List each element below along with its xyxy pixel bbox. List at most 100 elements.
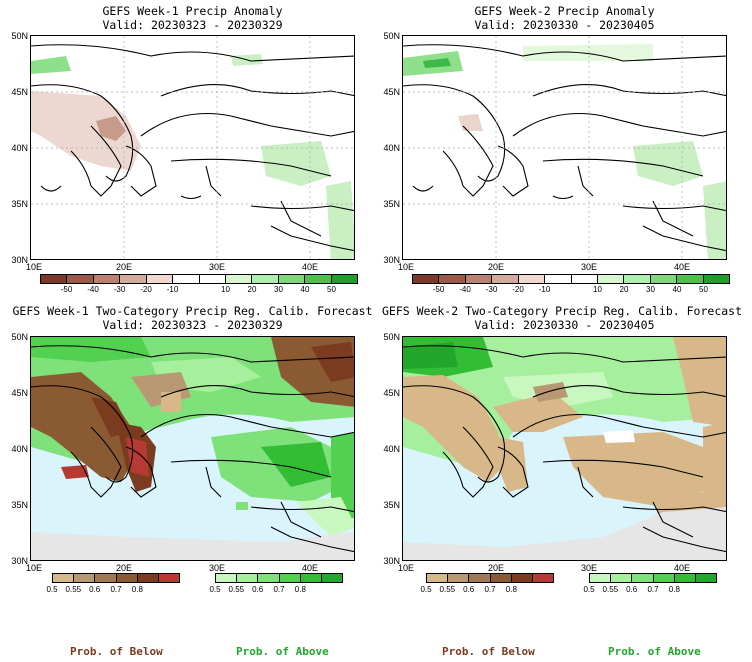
- prob-below-colorbar: [52, 573, 180, 583]
- prob-above-colorbar-swatch: [590, 574, 612, 582]
- colorbar-tick-label: 10: [221, 285, 230, 294]
- panel-valid-week2-twocat: Valid: 20230330 - 20230405: [474, 318, 655, 332]
- lon-label: 40E: [302, 262, 319, 272]
- lon-label: 10E: [26, 563, 43, 573]
- panel-title-week2-twocat: GEFS Week-2 Two-Category Precip Reg. Cal…: [381, 304, 743, 318]
- prob-above-label: Prob. of Above: [236, 645, 329, 658]
- wet-anomaly-area: [31, 54, 354, 259]
- prob-below-label: Prob. of Below: [442, 645, 535, 658]
- prob-above-colorbar-swatch: [216, 574, 238, 582]
- prob-above-colorbar-swatch: [695, 574, 717, 582]
- prob-above-colorbar-swatch: [237, 574, 259, 582]
- colorbar-tick-label: 0.8: [131, 585, 143, 594]
- colorbar-tick-label: 0.6: [89, 585, 101, 594]
- colorbar-tick-label: 0.55: [65, 585, 82, 594]
- prob-above-colorbar-swatch: [279, 574, 301, 582]
- coastlines: [403, 44, 726, 252]
- prob-above-colorbar-swatch: [653, 574, 675, 582]
- map-week1-anomaly: [30, 35, 355, 260]
- lat-label: 35N: [383, 500, 400, 510]
- lat-label: 30N: [11, 556, 28, 566]
- anomaly-colorbar-swatch: [173, 275, 200, 283]
- prob-above-colorbar-swatch: [258, 574, 280, 582]
- panel-valid-week1-twocat: Valid: 20230323 - 20230329: [102, 318, 283, 332]
- lat-label: 35N: [11, 199, 28, 209]
- anomaly-colorbar-swatch: [120, 275, 147, 283]
- coastlines: [31, 44, 354, 252]
- lat-label: 40N: [11, 444, 28, 454]
- panel-valid-week2-anomaly: Valid: 20230330 - 20230405: [474, 18, 655, 32]
- colorbar-tick-label: 0.55: [228, 585, 245, 594]
- panel-title-week1-anomaly: GEFS Week-1 Precip Anomaly: [102, 4, 283, 18]
- lat-label: 35N: [11, 500, 28, 510]
- colorbar-tick-label: 0.6: [252, 585, 264, 594]
- lon-label: 20E: [116, 262, 133, 272]
- lon-label: 10E: [398, 262, 415, 272]
- colorbar-tick-label: 30: [646, 285, 655, 294]
- colorbar-tick-label: 0.7: [110, 585, 122, 594]
- colorbar-tick-label: 20: [619, 285, 629, 294]
- anomaly-colorbar: [412, 274, 730, 284]
- prob-below-colorbar-swatch: [448, 574, 470, 582]
- lat-label: 40N: [383, 143, 400, 153]
- lon-label: 10E: [398, 563, 415, 573]
- prob-above-colorbar-swatch: [674, 574, 696, 582]
- colorbar-tick-label: -20: [140, 285, 152, 294]
- colorbar-tick-label: 0.7: [647, 585, 659, 594]
- lon-label: 10E: [26, 262, 43, 272]
- colorbar-tick-label: -20: [512, 285, 524, 294]
- anomaly-colorbar-swatch: [41, 275, 68, 283]
- prob-below-colorbar-swatch: [469, 574, 491, 582]
- colorbar-tick-label: -10: [166, 285, 179, 294]
- colorbar-tick-label: 0.5: [209, 585, 221, 594]
- lon-label: 40E: [674, 262, 691, 272]
- anomaly-colorbar-swatch: [650, 275, 678, 283]
- prob-below-colorbar-swatch: [116, 574, 138, 582]
- prob-above-colorbar-swatch: [300, 574, 322, 582]
- anomaly-colorbar-swatch: [624, 275, 651, 283]
- prob-above-colorbar-swatch: [321, 574, 343, 582]
- prob-above-colorbar: [215, 573, 343, 583]
- colorbar-tick-label: 0.7: [484, 585, 496, 594]
- gridlines: [403, 36, 726, 259]
- lat-label: 35N: [383, 199, 400, 209]
- prob-below-colorbar-swatch: [490, 574, 512, 582]
- lat-label: 30N: [383, 255, 400, 265]
- prob-above-label: Prob. of Above: [608, 645, 701, 658]
- colorbar-tick-label: 40: [300, 285, 310, 294]
- coastlines: [31, 345, 354, 553]
- prob-below-colorbar-swatch: [137, 574, 159, 582]
- prob-below-label: Prob. of Below: [70, 645, 163, 658]
- anomaly-colorbar-swatch: [67, 275, 94, 283]
- colorbar-tick-label: 0.8: [505, 585, 517, 594]
- prob-below-colorbar-swatch: [95, 574, 117, 582]
- lon-label: 20E: [488, 262, 505, 272]
- lat-label: 45N: [11, 87, 28, 97]
- colorbar-tick-label: 30: [274, 285, 283, 294]
- anomaly-colorbar-swatch: [278, 275, 306, 283]
- colorbar-tick-label: 0.6: [463, 585, 475, 594]
- map-week2-anomaly: [402, 35, 727, 260]
- colorbar-tick-label: -40: [87, 285, 99, 294]
- land-probabilities: [31, 337, 354, 560]
- colorbar-tick-label: -50: [60, 285, 73, 294]
- land-probabilities: [403, 337, 726, 560]
- colorbar-tick-label: 50: [699, 285, 708, 294]
- panel-valid-week1-anomaly: Valid: 20230323 - 20230329: [102, 18, 283, 32]
- prob-below-colorbar-swatch: [158, 574, 180, 582]
- anomaly-colorbar-swatch: [571, 275, 598, 283]
- lat-label: 30N: [383, 556, 400, 566]
- lat-label: 40N: [383, 444, 400, 454]
- map-week2-twocat: [402, 336, 727, 561]
- anomaly-colorbar-swatch: [252, 275, 279, 283]
- colorbar-tick-label: 0.55: [439, 585, 456, 594]
- lat-label: 40N: [11, 143, 28, 153]
- prob-below-colorbar-swatch: [74, 574, 96, 582]
- lat-label: 45N: [383, 388, 400, 398]
- anomaly-colorbar-swatch: [703, 275, 730, 283]
- lat-label: 45N: [383, 87, 400, 97]
- colorbar-tick-label: 0.8: [668, 585, 680, 594]
- colorbar-tick-label: -40: [459, 285, 471, 294]
- anomaly-colorbar-swatch: [465, 275, 493, 283]
- panel-title-week2-anomaly: GEFS Week-2 Precip Anomaly: [474, 4, 655, 18]
